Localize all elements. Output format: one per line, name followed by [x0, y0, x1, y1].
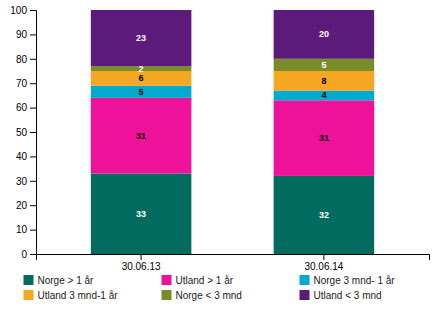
legend-swatch: [162, 275, 172, 285]
legend-item: Norge < 3 mnd: [162, 290, 242, 301]
legend-swatch: [24, 275, 34, 285]
data-label: 33: [136, 209, 146, 219]
tick-mark: [323, 254, 324, 260]
tick: 30.06.14: [304, 254, 343, 272]
tick-label: 80: [16, 54, 28, 65]
bar: [274, 91, 375, 101]
tick-mark: [30, 108, 36, 109]
bar: [274, 100, 375, 176]
bar: [274, 176, 375, 254]
bar: [91, 86, 192, 98]
legend-item: Norge 3 mnd- 1 år: [300, 275, 396, 286]
tick: 90: [16, 29, 36, 40]
axis-domain: [37, 255, 430, 261]
bar: [274, 59, 375, 71]
tick-mark: [30, 132, 36, 133]
axis-domain: [30, 11, 37, 255]
tick-mark: [30, 205, 36, 206]
tick-label: 20: [16, 200, 28, 211]
data-label: 6: [139, 73, 144, 83]
data-labels: 33 32 31 31 5 4 6 8 2 5 23 20: [136, 29, 329, 220]
legend-label: Norge > 1 år: [38, 275, 95, 286]
tick-mark: [30, 181, 36, 182]
tick-label: 40: [16, 151, 28, 162]
legend: Norge > 1 år Utland > 1 år Norge 3 mnd- 1 …: [24, 275, 396, 301]
data-label: 2: [139, 64, 144, 74]
tick-mark: [30, 83, 36, 84]
tick: 10: [16, 224, 36, 235]
tick-mark: [30, 254, 36, 255]
tick-label: 30.06.13: [122, 261, 161, 272]
bar: [91, 10, 192, 66]
legend-swatch: [24, 290, 34, 300]
data-label: 23: [136, 33, 146, 43]
tick-mark: [30, 10, 36, 11]
data-label: 8: [321, 76, 326, 86]
tick-mark: [30, 34, 36, 35]
tick-label: 30: [16, 176, 28, 187]
data-label: 5: [321, 60, 326, 70]
legend-swatch: [300, 275, 310, 285]
tick-label: 60: [16, 102, 28, 113]
tick-label: 10: [16, 224, 28, 235]
tick-mark: [30, 156, 36, 157]
plot: 0 10 20 30 40 50 60 70 80 90 100 30.06.13 30.06.14 33…: [10, 5, 429, 272]
data-label: 20: [319, 29, 329, 39]
tick-label: 70: [16, 78, 28, 89]
legend-swatch: [300, 290, 310, 300]
tick: 30.06.13: [122, 254, 161, 272]
tick: 0: [21, 249, 36, 260]
legend-item: Utland < 3 mnd: [300, 290, 382, 301]
tick: 100: [10, 5, 36, 16]
data-label: 32: [319, 210, 329, 220]
legend-label: Utland > 1 år: [176, 275, 234, 286]
data-label: 31: [136, 131, 146, 141]
y-axis: 0 10 20 30 40 50 60 70 80 90 100: [10, 5, 36, 260]
data-label: 5: [139, 87, 144, 97]
legend-item: Norge > 1 år: [24, 275, 95, 286]
bar: [91, 98, 192, 174]
legend-label: Utland < 3 mnd: [314, 290, 382, 301]
bar: [91, 173, 192, 254]
x-axis: 30.06.13 30.06.14: [37, 254, 430, 272]
legend-label: Utland 3 mnd-1 år: [38, 290, 119, 301]
tick: 60: [16, 102, 36, 113]
legend-item: Utland > 1 år: [162, 275, 234, 286]
legend-label: Norge < 3 mnd: [176, 290, 242, 301]
tick: 50: [16, 127, 36, 138]
chart: 0 10 20 30 40 50 60 70 80 90 100 30.06.13 30.06.14 33…: [0, 0, 441, 316]
data-label: 4: [321, 90, 326, 100]
data-label: 31: [319, 133, 329, 143]
bars: [91, 10, 374, 254]
tick: 70: [16, 78, 36, 89]
tick: 20: [16, 200, 36, 211]
tick-label: 30.06.14: [304, 261, 343, 272]
tick-mark: [30, 59, 36, 60]
bar: [274, 10, 375, 59]
legend-swatch: [162, 290, 172, 300]
bar: [274, 71, 375, 91]
tick-mark: [141, 254, 142, 260]
legend-item: Utland 3 mnd-1 år: [24, 290, 119, 301]
tick-label: 0: [21, 249, 27, 260]
tick: 40: [16, 151, 36, 162]
tick-mark: [30, 230, 36, 231]
tick: 30: [16, 176, 36, 187]
tick: 80: [16, 54, 36, 65]
tick-label: 100: [10, 5, 27, 16]
legend-label: Norge 3 mnd- 1 år: [314, 275, 396, 286]
tick-label: 50: [16, 127, 28, 138]
tick-label: 90: [16, 29, 28, 40]
